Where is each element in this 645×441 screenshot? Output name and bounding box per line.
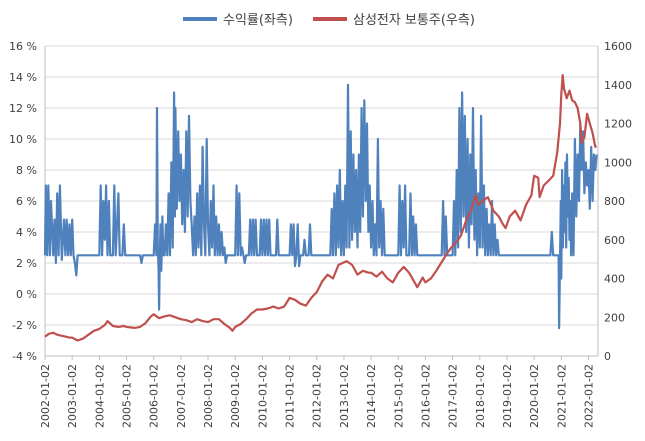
x-tick-label: 2003-01-02	[66, 364, 79, 428]
legend-label-2: 삼성전자 보통주(우측)	[353, 13, 475, 28]
series-line-2	[44, 74, 597, 342]
series	[43, 74, 598, 342]
y-left-tick-label: -2 %	[12, 319, 37, 332]
y-right-tick-label: 1000	[604, 156, 632, 169]
y-right-tick-label: 1200	[604, 118, 632, 131]
series-line-1	[43, 83, 598, 330]
y-left-tick-label: 16 %	[9, 40, 37, 53]
y-left-tick-label: 0 %	[16, 288, 37, 301]
y-right-tick-label: 800	[604, 195, 625, 208]
x-tick-label: 2013-01-02	[338, 364, 351, 428]
x-tick-label: 2012-01-02	[311, 364, 324, 428]
legend: 수익률(좌측) 삼성전자 보통주(우측)	[183, 13, 475, 28]
x-tick-label: 2002-01-02	[39, 364, 52, 428]
x-tick-label: 2005-01-02	[121, 364, 134, 428]
x-tick-label: 2006-01-02	[148, 364, 161, 428]
y-right-tick-label: 1400	[604, 79, 632, 92]
x-tick-label: 2019-01-02	[501, 364, 514, 428]
y-left-tick-label: 2 %	[16, 257, 37, 270]
y-left-tick-label: 4 %	[16, 226, 37, 239]
x-tick-label: 2020-01-02	[528, 364, 541, 428]
x-tick-label: 2007-01-02	[175, 364, 188, 428]
x-tick-label: 2004-01-02	[93, 364, 106, 428]
y-left-tick-label: 12 %	[9, 102, 37, 115]
x-tick-label: 2008-01-02	[202, 364, 215, 428]
gridlines	[45, 45, 598, 357]
y-left-tick-label: 10 %	[9, 133, 37, 146]
x-tick-label: 2022-01-02	[582, 364, 595, 428]
y-left-tick-label: 8 %	[16, 164, 37, 177]
x-tick-label: 2010-01-02	[256, 364, 269, 428]
x-tick-label: 2018-01-02	[474, 364, 487, 428]
y-right-tick-label: 0	[604, 350, 611, 363]
y-right-tick-label: 600	[604, 234, 625, 247]
y-left-tick-label: -4 %	[12, 350, 37, 363]
y-right-tick-label: 400	[604, 273, 625, 286]
y-left-tick-label: 6 %	[16, 195, 37, 208]
y-right-tick-label: 1600	[604, 40, 632, 53]
x-tick-label: 2011-01-02	[284, 364, 297, 428]
x-tick-label: 2021-01-02	[555, 364, 568, 428]
x-tick-label: 2015-01-02	[392, 364, 405, 428]
y-right-tick-label: 200	[604, 311, 625, 324]
x-tick-label: 2009-01-02	[229, 364, 242, 428]
legend-label-1: 수익률(좌측)	[223, 13, 293, 28]
x-tick-label: 2014-01-02	[365, 364, 378, 428]
x-tick-label: 2017-01-02	[447, 364, 460, 428]
y-left-tick-label: 14 %	[9, 71, 37, 84]
axes: -4 % -2 % 0 % 2 % 4 % 6 % 8 % 10 % 12 % 14 % 16 % 0…	[9, 40, 632, 428]
x-tick-label: 2016-01-02	[419, 364, 432, 428]
